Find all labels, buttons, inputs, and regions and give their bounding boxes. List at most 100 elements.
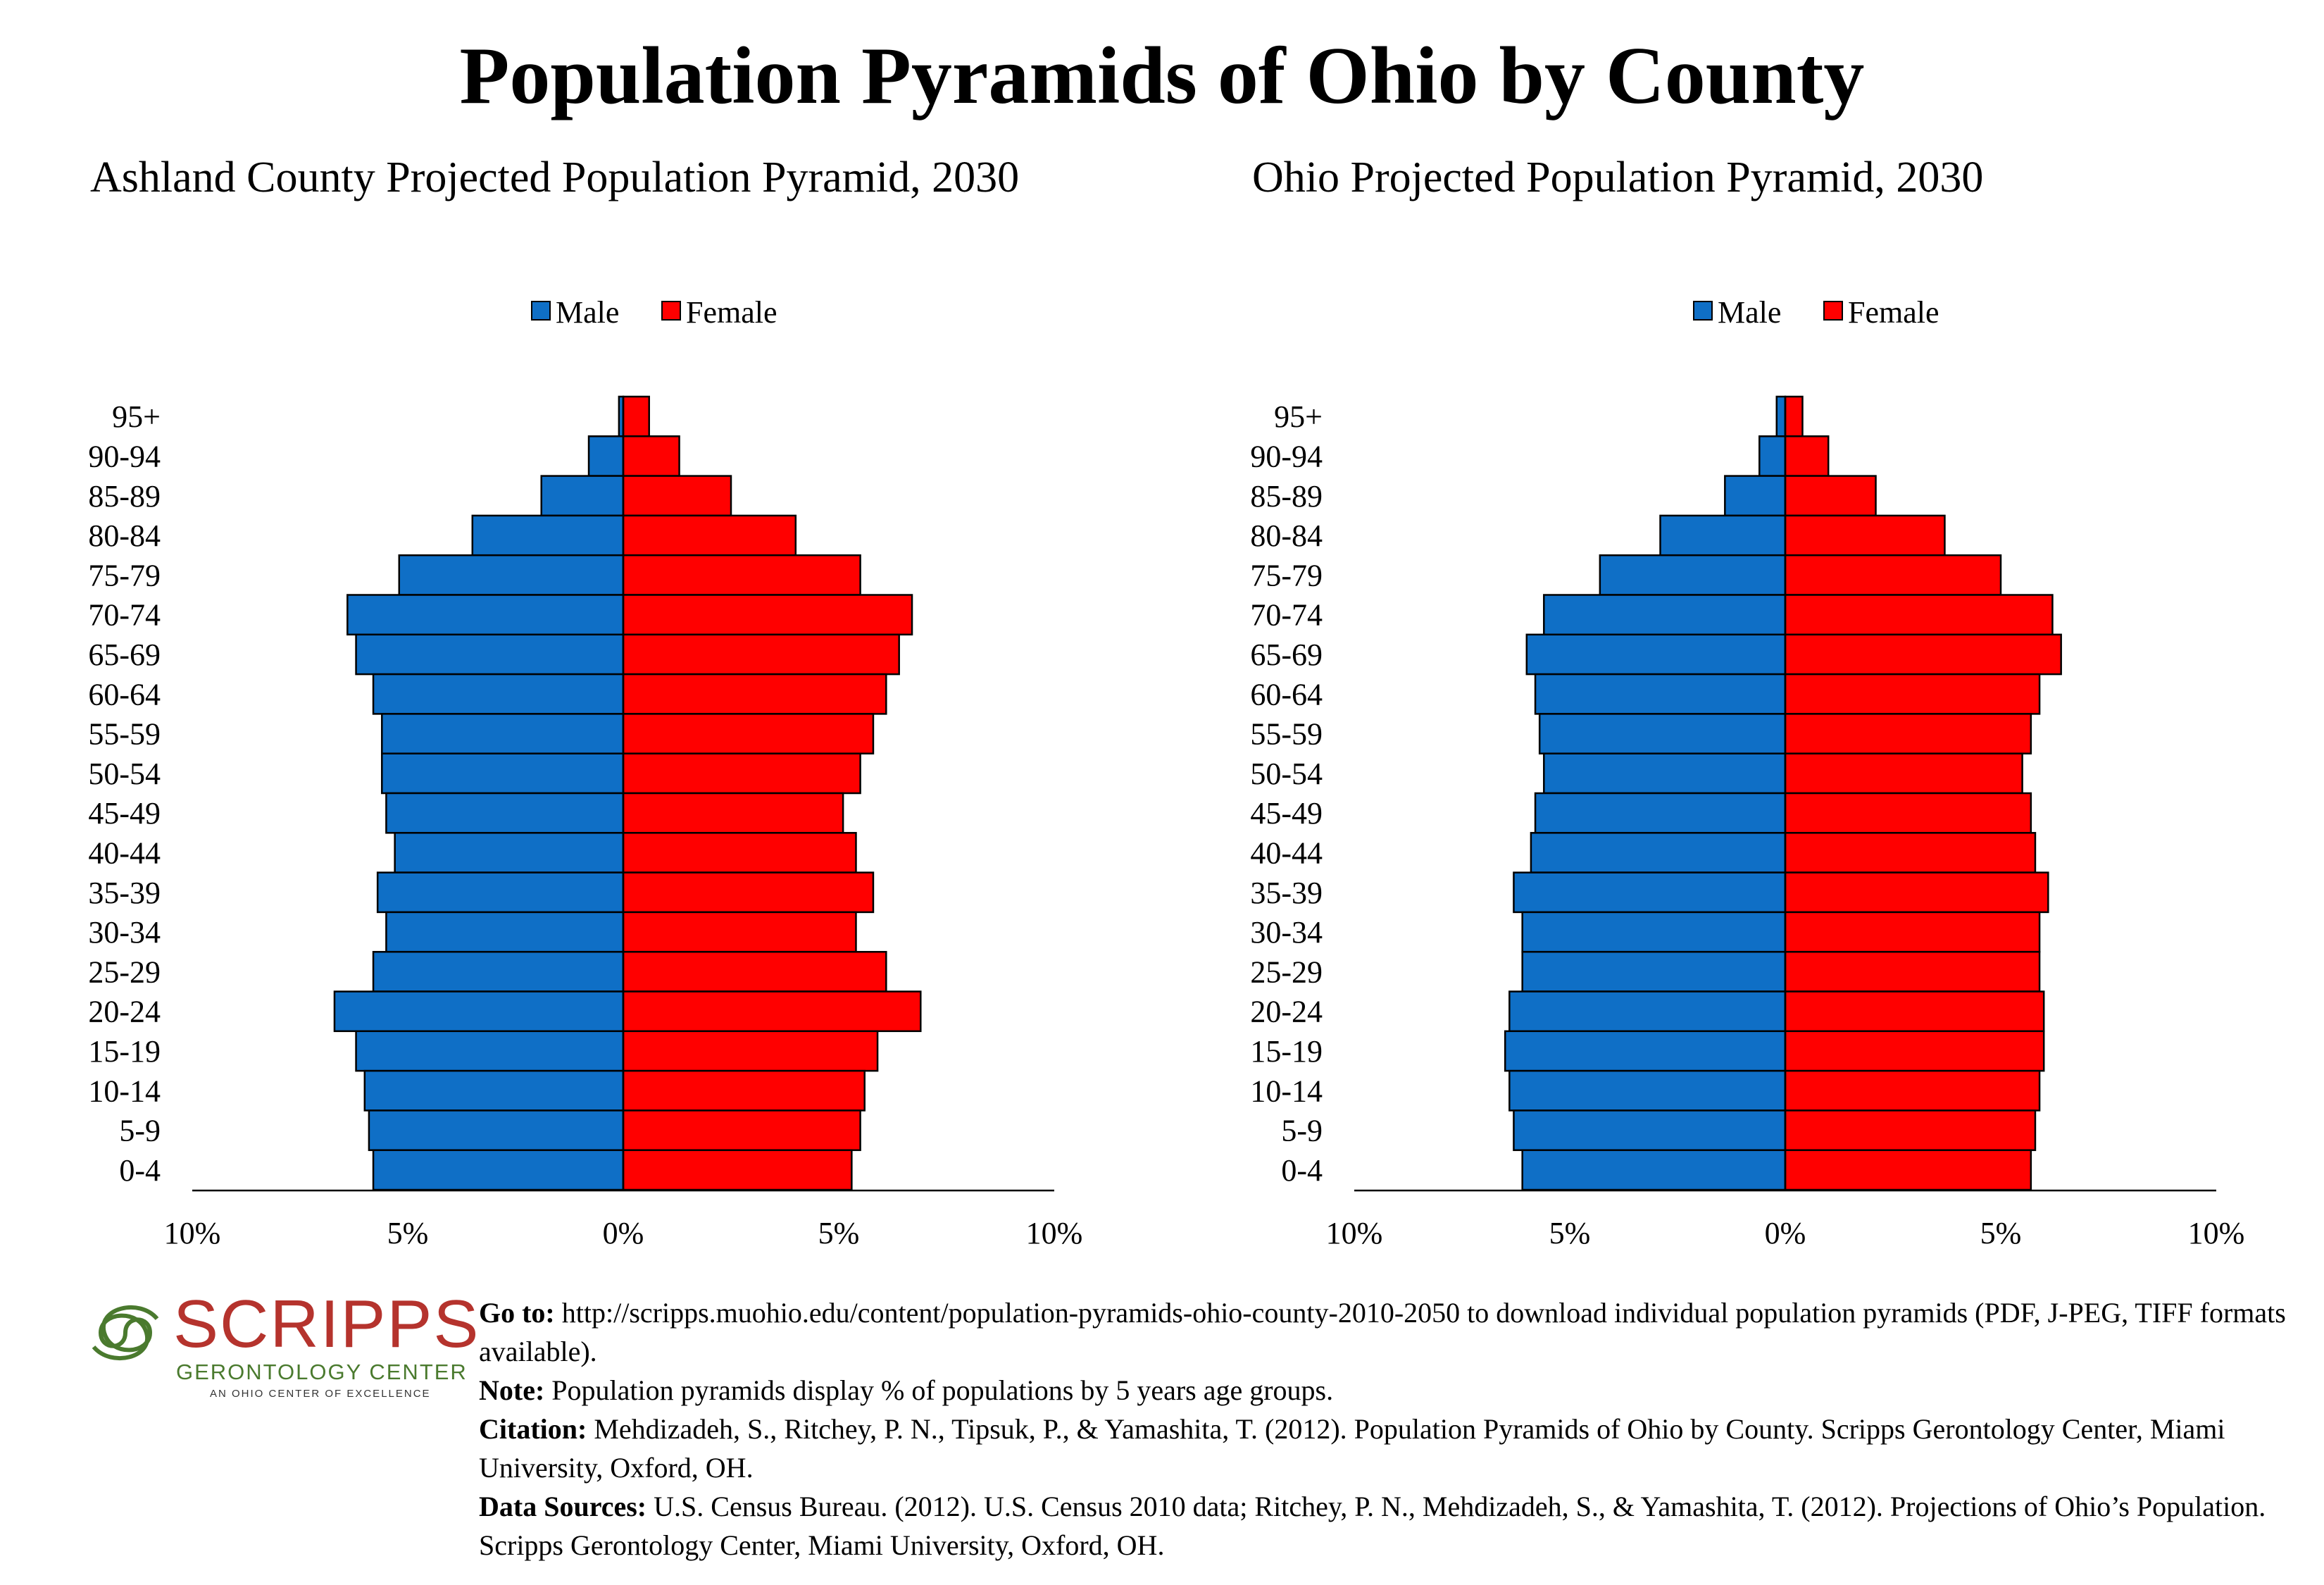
bar-female-80-84 [1784,514,1946,557]
bar-male-45-49 [1534,792,1787,834]
note-text: Population pyramids display % of populat… [551,1374,1334,1406]
citation-text: Mehdizadeh, S., Ritchey, P. N., Tipsuk, … [479,1413,2225,1484]
note-label: Note: [479,1374,545,1406]
bar-female-70-74 [622,594,913,636]
bar-male-50-54 [381,752,625,795]
sources-text: U.S. Census Bureau. (2012). U.S. Census … [479,1491,2266,1561]
bar-male-45-49 [385,792,625,834]
bar-female-65-69 [1784,633,2062,676]
legend-swatch-male [531,301,551,321]
age-label: 85-89 [1250,479,1323,514]
bar-female-35-39 [1784,871,2049,914]
age-label: 0-4 [119,1153,161,1188]
bar-male-40-44 [394,832,625,874]
bar-female-0-4 [622,1149,853,1191]
scripps-logo: SCRIPPS GERONTOLOGY CENTER AN OHIO CENTE… [83,1289,478,1402]
citation-note: Citation: Mehdizadeh, S., Ritchey, P. N.… [479,1410,2310,1487]
bar-male-15-19 [1504,1030,1787,1072]
age-label: 30-34 [88,915,161,950]
age-label: 50-54 [1250,757,1323,791]
bar-female-80-84 [622,514,797,557]
bar-male-35-39 [376,871,625,914]
bar-female-35-39 [622,871,875,914]
bar-female-15-19 [1784,1030,2045,1072]
age-label: 85-89 [88,479,161,514]
bar-female-5-9 [622,1110,861,1151]
logo-subtitle: GERONTOLOGY CENTER [176,1360,468,1384]
bar-female-10-14 [622,1069,866,1112]
main-title: Population Pyramids of Ohio by County [459,31,1865,121]
bar-male-10-14 [1508,1069,1787,1112]
bar-male-60-64 [1534,673,1787,715]
age-label: 15-19 [1250,1034,1323,1069]
bar-male-0-4 [1521,1149,1787,1191]
bar-male-70-74 [1543,594,1787,636]
bar-male-75-79 [1599,554,1787,596]
bar-female-70-74 [1784,594,2054,636]
legend-swatch-male [1693,301,1713,321]
bar-male-30-34 [1521,911,1787,953]
legend-swatch-female [661,301,681,321]
bar-male-30-34 [385,911,625,953]
bar-male-95+ [1775,395,1787,437]
legend-label-male: Male [1718,295,1781,330]
bar-female-95+ [622,395,650,437]
bar-female-55-59 [1784,713,2032,754]
x-tick-label: 10% [1026,1216,1083,1250]
age-label: 50-54 [88,757,161,791]
bar-male-20-24 [333,990,625,1033]
x-tick-label: 5% [1980,1216,2022,1250]
bar-male-75-79 [398,554,625,596]
bar-female-50-54 [622,752,861,795]
logo-swirl-icon [92,1305,159,1360]
age-label: 95+ [112,399,161,434]
age-label: 70-74 [1250,598,1323,633]
bar-male-65-69 [355,633,625,676]
bar-male-80-84 [1659,514,1787,557]
bar-female-60-64 [1784,673,2041,715]
chart-title: Ashland County Projected Population Pyra… [90,154,1019,201]
logo-tagline: AN OHIO CENTER OF EXCELLENCE [210,1388,431,1400]
sources-label: Data Sources: [479,1491,647,1522]
bar-female-75-79 [622,554,861,596]
bar-female-45-49 [1784,792,2032,834]
bar-male-25-29 [372,950,625,993]
goto-label: Go to: [479,1297,555,1329]
bar-female-0-4 [1784,1149,2032,1191]
age-label: 40-44 [88,835,161,870]
bar-female-55-59 [622,713,875,754]
x-tick-label: 0% [603,1216,644,1250]
age-label: 80-84 [88,518,161,553]
bar-male-90-94 [587,435,625,477]
bar-female-50-54 [1784,752,2023,795]
bar-female-45-49 [622,792,844,834]
population-note: Note: Population pyramids display % of p… [479,1371,2310,1410]
age-label: 45-49 [88,796,161,831]
citation-label: Citation: [479,1413,587,1445]
bar-female-10-14 [1784,1069,2041,1112]
legend-swatch-female [1823,301,1843,321]
bar-female-5-9 [1784,1110,2037,1151]
x-tick-label: 5% [387,1216,429,1250]
age-label: 70-74 [88,598,161,633]
bar-female-65-69 [622,633,900,676]
age-label: 90-94 [1250,439,1323,473]
age-label: 5-9 [1281,1114,1323,1148]
age-label: 35-39 [1250,876,1323,910]
age-label: 80-84 [1250,518,1323,553]
age-label: 55-59 [1250,717,1323,752]
age-label: 20-24 [1250,995,1323,1029]
age-label: 40-44 [1250,835,1323,870]
bar-male-35-39 [1513,871,1787,914]
age-label: 25-29 [88,955,161,989]
bar-male-60-64 [372,673,625,715]
bar-female-85-89 [1784,475,1877,517]
bar-female-15-19 [622,1030,879,1072]
ohio-pyramid-chart: Ohio Projected Population Pyramid, 2030 M… [1250,154,2244,1250]
x-tick-label: 10% [164,1216,221,1250]
legend-label-female: Female [686,295,777,330]
age-label: 75-79 [1250,558,1323,592]
goto-note: Go to: http://scripps.muohio.edu/content… [479,1293,2310,1371]
age-label: 45-49 [1250,796,1323,831]
bar-male-5-9 [1513,1110,1787,1151]
